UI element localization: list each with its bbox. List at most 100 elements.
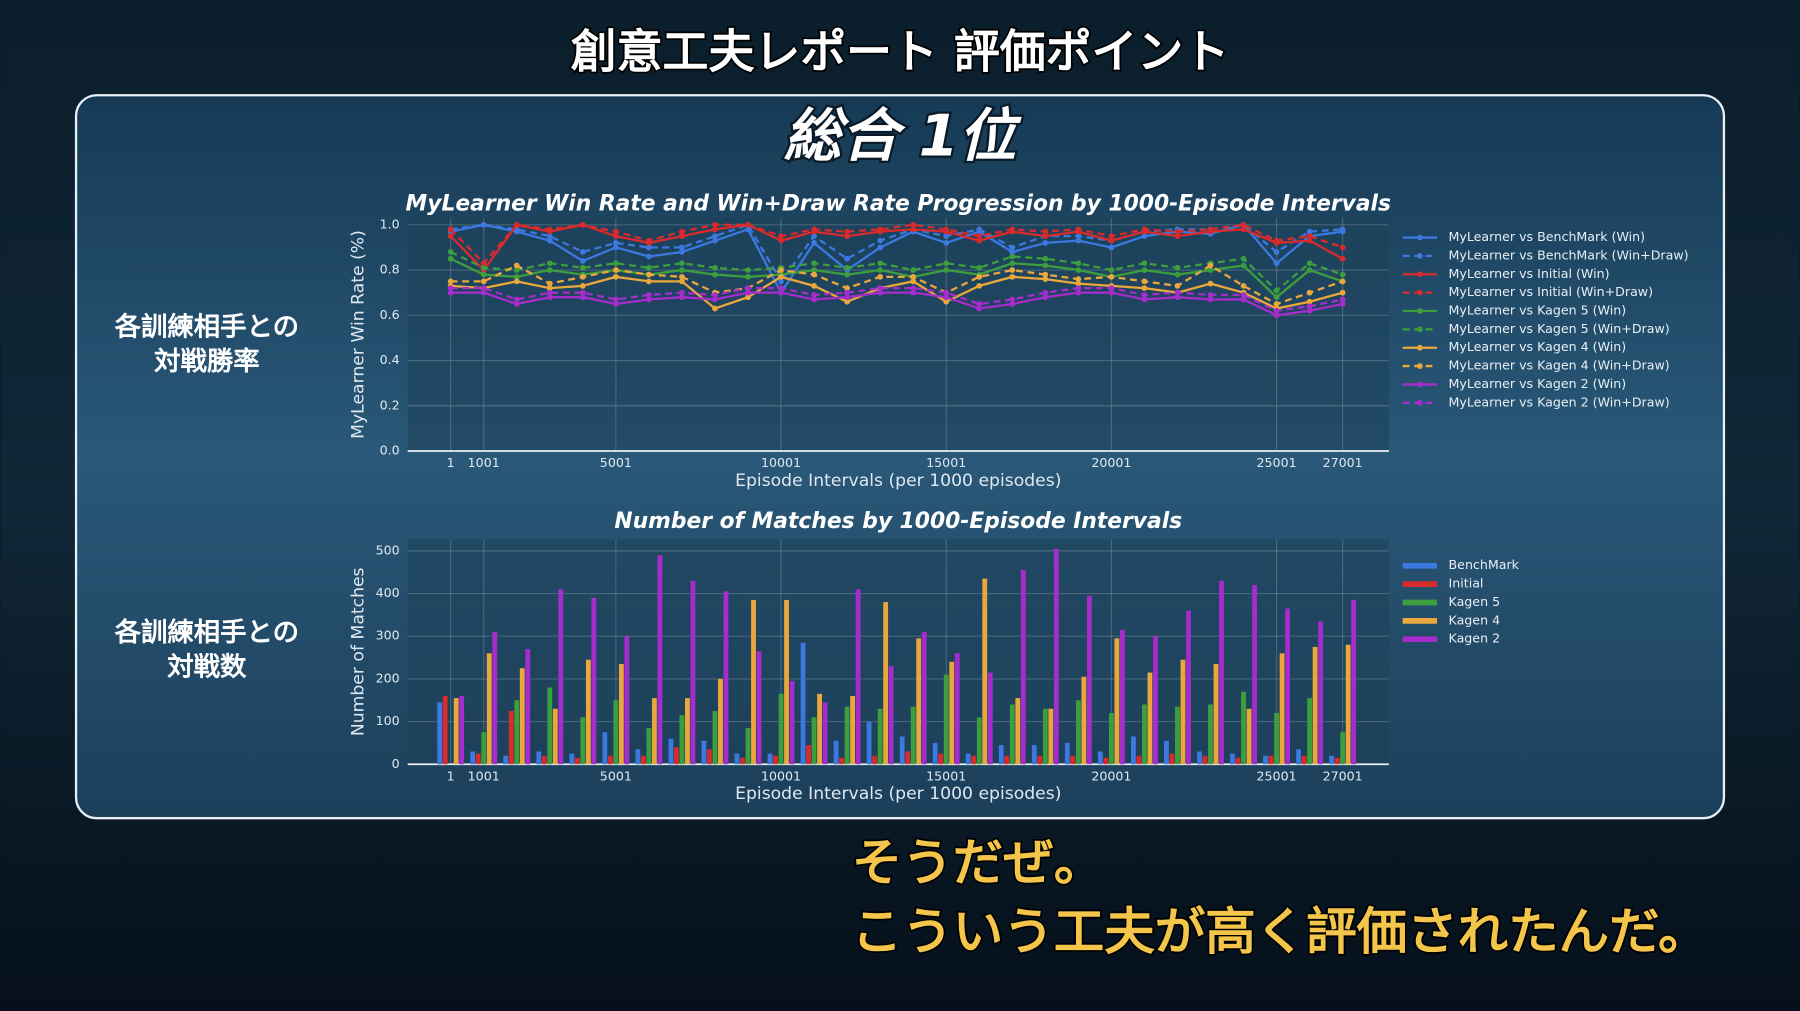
point xyxy=(712,271,718,278)
point xyxy=(1273,307,1280,314)
legend-label: BenchMark xyxy=(1449,557,1520,572)
point xyxy=(778,278,784,285)
point xyxy=(447,255,454,262)
bar xyxy=(1345,644,1351,765)
side-label: 対戦勝率 xyxy=(154,346,260,377)
bar xyxy=(1186,610,1191,765)
point xyxy=(612,267,619,273)
point xyxy=(976,264,983,271)
bar xyxy=(833,740,839,765)
point xyxy=(679,249,685,255)
y-tick-label: 400 xyxy=(376,585,400,600)
bar xyxy=(844,706,850,765)
bar xyxy=(541,755,547,765)
point xyxy=(513,301,520,307)
point xyxy=(1141,267,1148,273)
bar xyxy=(607,755,613,765)
point xyxy=(513,273,520,280)
bar xyxy=(679,715,685,765)
bar xyxy=(1064,742,1070,765)
point xyxy=(1141,233,1148,239)
point xyxy=(712,305,718,312)
point xyxy=(480,264,487,271)
point xyxy=(579,283,586,289)
point xyxy=(1042,276,1049,282)
point xyxy=(745,285,751,292)
point xyxy=(877,273,884,280)
point xyxy=(646,278,652,285)
point xyxy=(1009,244,1016,251)
point xyxy=(612,240,619,246)
point xyxy=(1273,287,1280,294)
bar xyxy=(1213,663,1219,765)
point xyxy=(976,237,983,244)
side-label: 各訓練相手との xyxy=(114,312,299,343)
point xyxy=(976,273,983,280)
subtitle: こういう工夫が高く評価されたんだ。 xyxy=(852,902,1709,961)
bar xyxy=(1004,755,1010,765)
point xyxy=(976,283,983,289)
y-tick-label: 0.4 xyxy=(380,352,400,367)
bar xyxy=(1235,757,1241,765)
point xyxy=(910,285,917,292)
bar xyxy=(910,706,916,765)
legend-label: Kagen 4 xyxy=(1449,612,1501,627)
bar xyxy=(1119,629,1125,765)
point xyxy=(612,301,619,307)
point xyxy=(546,294,553,301)
point xyxy=(513,278,520,285)
bar xyxy=(602,732,608,765)
point xyxy=(778,237,784,244)
side-label: 各訓練相手との xyxy=(114,617,299,648)
legend-swatch xyxy=(1416,289,1423,296)
point xyxy=(943,267,950,273)
legend-swatch xyxy=(1416,326,1423,333)
point xyxy=(811,267,817,273)
bar xyxy=(1164,740,1169,765)
point xyxy=(1339,244,1346,251)
point xyxy=(745,221,751,228)
bar xyxy=(1009,704,1015,765)
chart-title: Number of Matches by 1000-Episode Interv… xyxy=(614,509,1182,534)
line xyxy=(450,250,1344,292)
point xyxy=(811,260,817,267)
point xyxy=(546,280,553,287)
point xyxy=(1009,296,1016,303)
point xyxy=(546,237,553,244)
point xyxy=(1339,296,1346,303)
point xyxy=(877,267,884,273)
point xyxy=(1174,283,1181,289)
bar xyxy=(701,740,707,765)
point xyxy=(447,285,454,292)
bar xyxy=(1202,755,1208,765)
bar xyxy=(1246,708,1252,765)
point xyxy=(1042,233,1049,239)
bar xyxy=(1048,708,1054,765)
point xyxy=(646,292,652,298)
x-tick-label: 10001 xyxy=(761,768,801,783)
plot-area xyxy=(407,539,1389,765)
bar xyxy=(938,753,944,765)
point xyxy=(579,258,586,264)
bar xyxy=(1142,704,1147,765)
point xyxy=(910,289,917,296)
point xyxy=(1141,292,1148,298)
bar xyxy=(1081,676,1087,765)
point xyxy=(811,240,817,246)
point xyxy=(1141,226,1148,233)
bar xyxy=(651,698,657,765)
point xyxy=(943,298,950,305)
point xyxy=(877,289,884,296)
bar xyxy=(1131,736,1136,765)
legend-label: MyLearner vs Kagen 2 (Win) xyxy=(1449,376,1627,391)
bar xyxy=(872,755,878,765)
bar xyxy=(475,753,481,765)
point xyxy=(745,267,751,273)
point xyxy=(1108,267,1115,273)
point xyxy=(612,244,619,251)
legend-label: MyLearner vs Initial (Win) xyxy=(1449,266,1610,281)
point xyxy=(1108,289,1115,296)
point xyxy=(480,221,487,228)
point xyxy=(811,296,817,303)
bar xyxy=(591,597,597,765)
